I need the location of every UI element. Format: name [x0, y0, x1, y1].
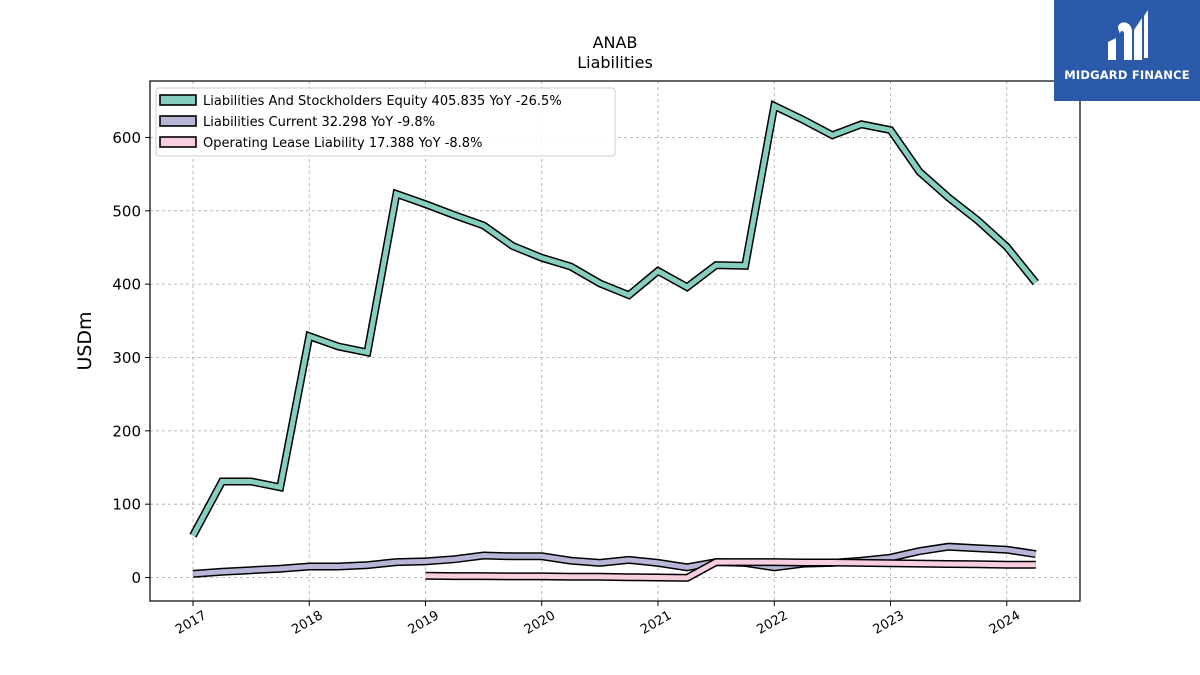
y-tick-label: 400 [112, 276, 141, 294]
y-tick-label: 500 [112, 202, 141, 220]
x-tick-label: 2023 [871, 608, 907, 638]
y-tick-label: 600 [112, 129, 141, 147]
legend-swatch [159, 136, 197, 148]
x-tick-label: 2017 [173, 608, 209, 638]
legend-swatch [159, 94, 197, 106]
legend-label: Operating Lease Liability 17.388 YoY -8.… [203, 136, 482, 151]
series-line-0 [190, 102, 1038, 537]
chart-subtitle: Liabilities [577, 53, 653, 72]
grid [150, 81, 1080, 601]
y-tick-label: 100 [112, 496, 141, 514]
y-tick-label: 200 [112, 422, 141, 440]
y-tick-label: 300 [112, 349, 141, 367]
chart-title: ANAB [593, 33, 638, 52]
y-tick-label: 0 [131, 569, 141, 587]
plot-frame [149, 80, 1081, 602]
series-lines [189, 100, 1039, 582]
x-tick-label: 2021 [638, 608, 674, 638]
x-tick-label: 2018 [289, 608, 325, 638]
legend-label: Liabilities Current 32.298 YoY -9.8% [203, 115, 435, 130]
x-tick-label: 2020 [522, 608, 558, 638]
series-outline-0 [189, 100, 1039, 538]
legend-box [155, 87, 616, 157]
legend-swatch [159, 115, 197, 127]
x-tick-label: 2019 [406, 608, 442, 638]
legend: Liabilities And Stockholders Equity 405.… [155, 87, 616, 157]
y-axis-label: USDm [74, 311, 96, 370]
series-line-2 [425, 559, 1036, 581]
watermark-text: MIDGARD FINANCE [1064, 68, 1190, 82]
watermark-logo: MIDGARD FINANCE [1054, 0, 1200, 101]
x-tick-label: 2024 [987, 608, 1023, 638]
legend-label: Liabilities And Stockholders Equity 405.… [203, 94, 562, 109]
series-line-1 [192, 544, 1037, 577]
midgard-logo-icon [1108, 10, 1148, 60]
x-tick-label: 2022 [754, 608, 790, 638]
